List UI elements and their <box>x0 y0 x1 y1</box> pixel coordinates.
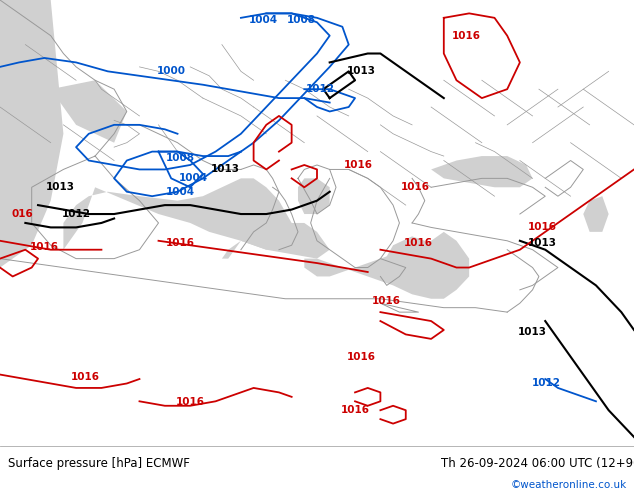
Text: 1008: 1008 <box>287 15 316 25</box>
Text: 1012: 1012 <box>61 209 91 219</box>
Polygon shape <box>0 0 63 268</box>
Text: 1016: 1016 <box>30 243 59 252</box>
Polygon shape <box>380 236 431 281</box>
Polygon shape <box>431 156 533 187</box>
Text: 1016: 1016 <box>451 31 481 41</box>
Text: 1013: 1013 <box>527 238 557 248</box>
Text: 1013: 1013 <box>347 66 376 76</box>
Polygon shape <box>63 178 292 250</box>
Polygon shape <box>298 178 330 214</box>
Text: 1016: 1016 <box>71 372 100 382</box>
Polygon shape <box>304 232 469 299</box>
Text: 1016: 1016 <box>372 296 401 306</box>
Text: 1016: 1016 <box>176 397 205 407</box>
Text: 1016: 1016 <box>527 222 557 232</box>
Polygon shape <box>222 223 330 259</box>
Text: Surface pressure [hPa] ECMWF: Surface pressure [hPa] ECMWF <box>8 457 190 470</box>
Polygon shape <box>51 80 127 143</box>
Text: 1012: 1012 <box>532 378 561 389</box>
Text: 1012: 1012 <box>306 84 335 94</box>
Text: 1013: 1013 <box>518 327 547 337</box>
Text: 1004: 1004 <box>249 15 278 25</box>
Text: 1008: 1008 <box>166 153 195 163</box>
Text: 1016: 1016 <box>401 182 430 192</box>
Text: 016: 016 <box>11 209 33 219</box>
Text: 1016: 1016 <box>166 238 195 248</box>
Text: 1013: 1013 <box>210 165 240 174</box>
Text: 1000: 1000 <box>157 66 186 76</box>
Polygon shape <box>583 196 609 232</box>
Text: 1016: 1016 <box>404 238 433 248</box>
Text: 1004: 1004 <box>179 173 208 183</box>
Text: ©weatheronline.co.uk: ©weatheronline.co.uk <box>510 480 626 490</box>
Text: Th 26-09-2024 06:00 UTC (12+90): Th 26-09-2024 06:00 UTC (12+90) <box>441 457 634 470</box>
Text: 1016: 1016 <box>340 405 370 415</box>
Text: 1016: 1016 <box>344 160 373 170</box>
Text: 1004: 1004 <box>166 187 195 197</box>
Text: 1016: 1016 <box>347 352 376 362</box>
Text: 1013: 1013 <box>46 182 75 192</box>
